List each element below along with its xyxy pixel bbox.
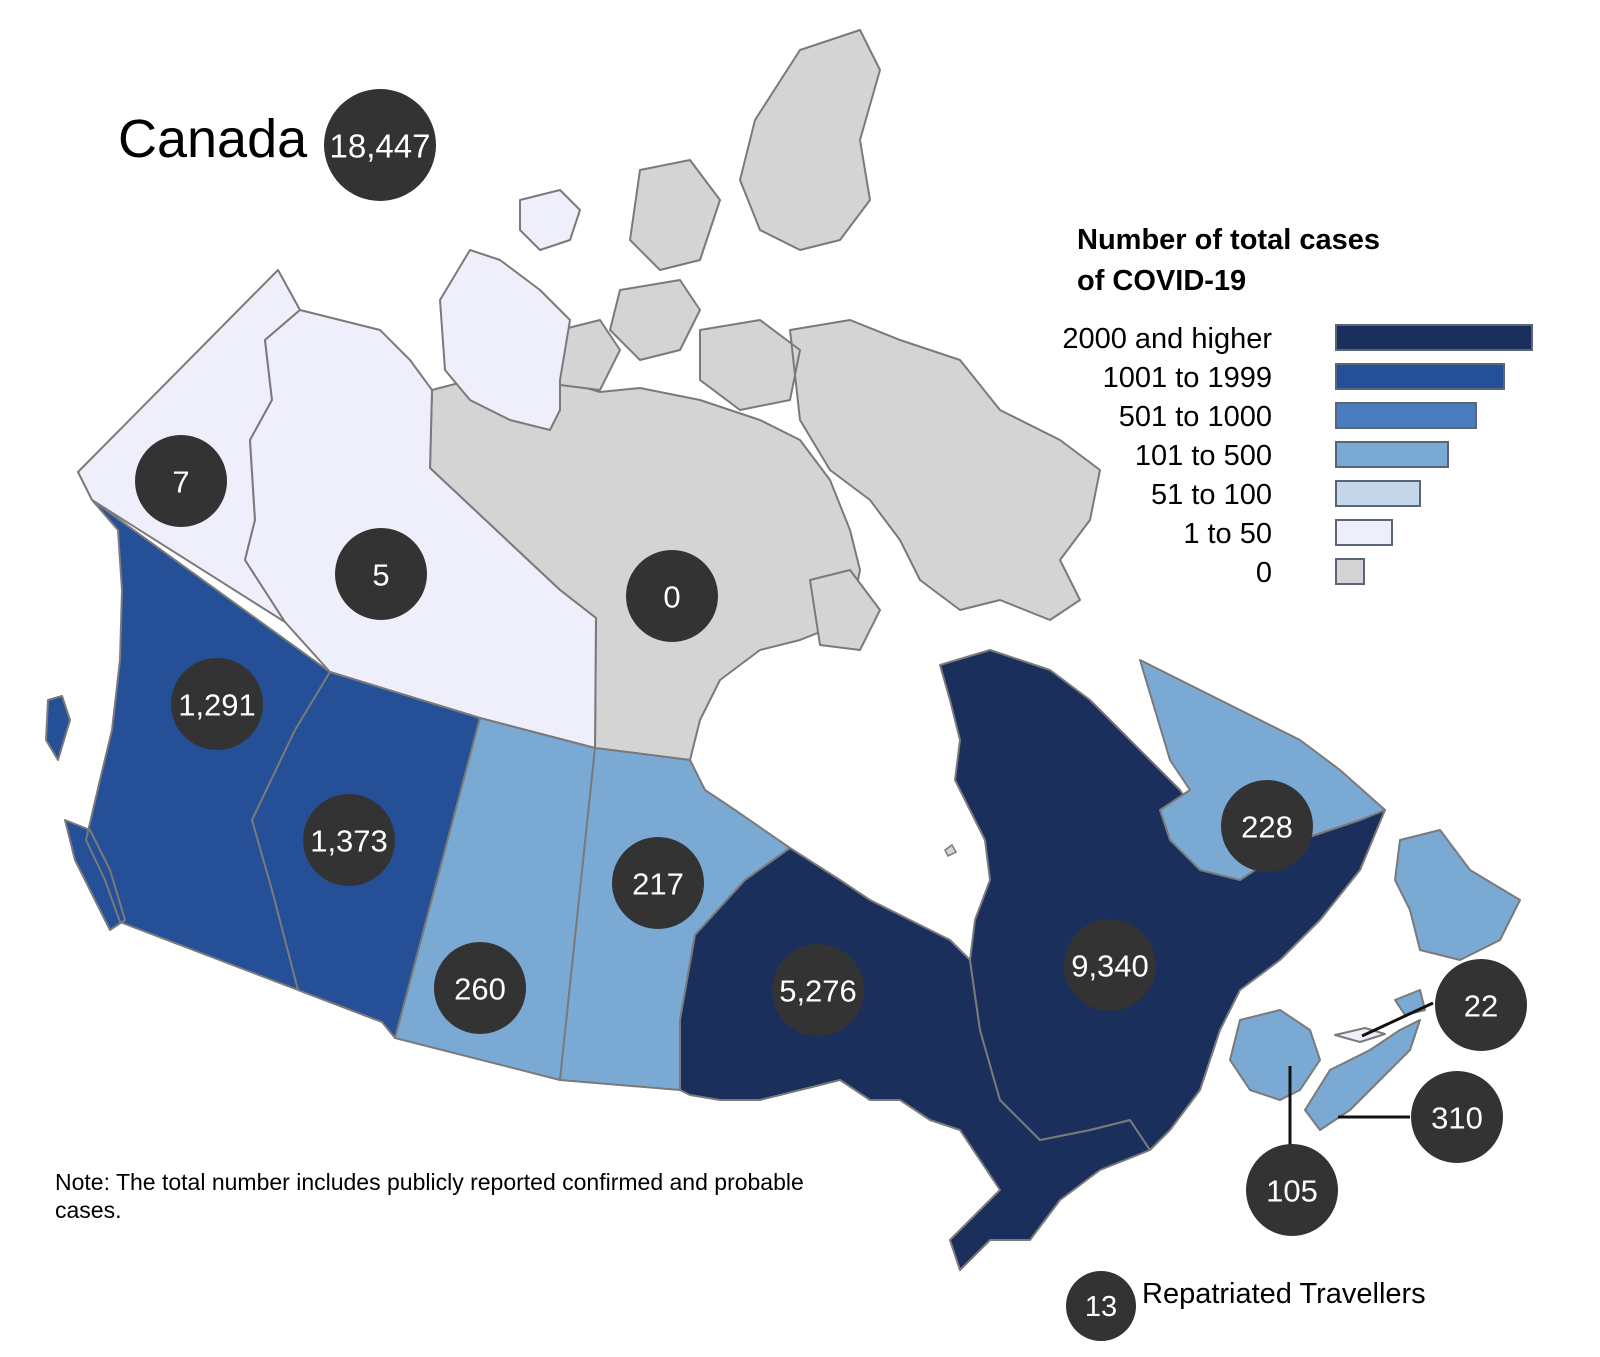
repatriated-travellers-bubble (1066, 1271, 1136, 1341)
legend-item: 501 to 1000 (980, 398, 1540, 436)
region-nunavut-count: 0 (663, 580, 680, 615)
legend-item-label: 101 to 500 (1134, 440, 1272, 472)
region-newfoundland-labrador (1139, 659, 1521, 961)
region-northwest-territories-bubble (335, 528, 427, 620)
legend-item: 1 to 50 (980, 515, 1540, 553)
legend-item-label: 501 to 1000 (1118, 401, 1272, 433)
legend-swatch (1335, 558, 1365, 585)
legend-item-label: 1001 to 1999 (1102, 362, 1272, 394)
region-yukon-count: 7 (172, 465, 189, 500)
legend-item: 0 (980, 554, 1540, 592)
region-alberta-bubble (303, 794, 395, 886)
legend-swatch (1335, 324, 1533, 351)
legend-item-label: 0 (1255, 557, 1272, 589)
legend-title-line-2: of COVID-19 (1077, 265, 1247, 297)
legend-title-line-1: Number of total cases (1077, 224, 1380, 256)
region-saskatchewan-bubble (434, 942, 526, 1034)
canada-total-count: 18,447 (330, 128, 431, 165)
legend-swatch (1335, 441, 1449, 468)
region-manitoba-bubble (612, 837, 704, 929)
legend-title: Number of total cases of COVID-19 (1077, 220, 1380, 302)
map-title: Canada (118, 109, 308, 169)
region-prince-edward-island-count: 22 (1464, 989, 1498, 1024)
region-british-columbia-count: 1,291 (178, 688, 256, 723)
legend-item: 101 to 500 (980, 437, 1540, 475)
region-ontario-bubble (772, 944, 864, 1036)
legend-swatch (1335, 363, 1505, 390)
repatriated-travellers-count: 13 (1085, 1291, 1117, 1323)
repatriated-travellers-label: Repatriated Travellers (1142, 1278, 1426, 1310)
region-newfoundland-and-labrador-count: 228 (1241, 810, 1293, 845)
region-prince-edward-island-bubble (1435, 959, 1527, 1051)
region-newfoundland-and-labrador-bubble (1221, 780, 1313, 872)
region-british-columbia-bubble (171, 658, 263, 750)
region-nova-scotia-count: 310 (1431, 1101, 1483, 1136)
region-quebec (939, 649, 1386, 1151)
region-ontario-count: 5,276 (779, 974, 857, 1009)
legend-item: 1001 to 1999 (980, 359, 1540, 397)
legend-swatch (1335, 519, 1393, 546)
region-quebec-bubble (1064, 919, 1156, 1011)
region-new-brunswick (1229, 1009, 1321, 1101)
region-saskatchewan-count: 260 (454, 972, 506, 1007)
region-manitoba-count: 217 (632, 867, 684, 902)
region-alberta-count: 1,373 (310, 824, 388, 859)
region-quebec-count: 9,340 (1071, 949, 1149, 984)
region-nova-scotia (1304, 989, 1426, 1131)
region-nova-scotia-bubble (1411, 1071, 1503, 1163)
legend-item-label: 51 to 100 (1151, 479, 1272, 511)
legend-swatch (1335, 402, 1477, 429)
legend-item-label: 1 to 50 (1183, 518, 1272, 550)
legend-item: 51 to 100 (980, 476, 1540, 514)
region-new-brunswick-count: 105 (1266, 1174, 1318, 1209)
region-northwest-territories-count: 5 (372, 558, 389, 593)
leader-line-pei (1361, 1001, 1434, 1038)
note-text: Note: The total number includes publicly… (55, 1169, 804, 1223)
legend-item: 2000 and higher (980, 320, 1540, 358)
region-nunavut-bubble (626, 550, 718, 642)
legend-item-label: 2000 and higher (1062, 323, 1272, 355)
belcher-island (944, 843, 958, 858)
legend-swatch (1335, 480, 1421, 507)
region-yukon-bubble (135, 435, 227, 527)
region-new-brunswick-bubble (1246, 1144, 1338, 1236)
region-nunavut-islands (559, 29, 1101, 651)
canada-total-bubble (324, 89, 436, 201)
